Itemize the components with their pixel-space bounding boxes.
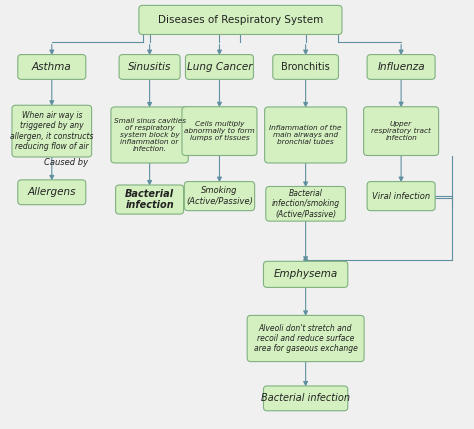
FancyBboxPatch shape	[266, 187, 346, 221]
Text: Bacterial
infection: Bacterial infection	[125, 189, 174, 210]
Text: Viral infection: Viral infection	[372, 192, 430, 201]
Text: When air way is
triggered by any
allergen, it constructs
reducing flow of air: When air way is triggered by any allerge…	[10, 111, 93, 151]
Text: Diseases of Respiratory System: Diseases of Respiratory System	[158, 15, 323, 25]
FancyBboxPatch shape	[18, 180, 86, 205]
Text: Influenza: Influenza	[377, 62, 425, 72]
Text: Alveoli don't stretch and
recoil and reduce surface
area for gaseous exchange: Alveoli don't stretch and recoil and red…	[254, 323, 357, 353]
FancyBboxPatch shape	[111, 107, 188, 163]
FancyBboxPatch shape	[264, 107, 346, 163]
Text: Smoking
(Active/Passive): Smoking (Active/Passive)	[186, 187, 253, 206]
FancyBboxPatch shape	[273, 54, 338, 79]
FancyBboxPatch shape	[364, 107, 438, 155]
Text: Bacterial
infection/smoking
(Active/Passive): Bacterial infection/smoking (Active/Pass…	[272, 189, 340, 219]
FancyBboxPatch shape	[12, 105, 91, 157]
FancyBboxPatch shape	[264, 386, 348, 411]
Text: Upper
respiratory tract
infection: Upper respiratory tract infection	[371, 121, 431, 141]
FancyBboxPatch shape	[184, 181, 255, 211]
Text: Bacterial infection: Bacterial infection	[261, 393, 350, 403]
FancyBboxPatch shape	[264, 261, 348, 287]
FancyBboxPatch shape	[116, 185, 183, 214]
Text: Cells multiply
abnormally to form
lumps of tissues: Cells multiply abnormally to form lumps …	[184, 121, 255, 141]
FancyBboxPatch shape	[367, 181, 435, 211]
FancyBboxPatch shape	[367, 54, 435, 79]
Text: Inflammation of the
main airways and
bronchial tubes: Inflammation of the main airways and bro…	[269, 125, 342, 145]
Text: Allergens: Allergens	[27, 187, 76, 197]
FancyBboxPatch shape	[182, 107, 257, 155]
Text: Caused by: Caused by	[44, 158, 88, 167]
FancyBboxPatch shape	[119, 54, 180, 79]
Text: Bronchitis: Bronchitis	[281, 62, 330, 72]
FancyBboxPatch shape	[139, 6, 342, 34]
Text: Lung Cancer: Lung Cancer	[187, 62, 252, 72]
Text: Sinusitis: Sinusitis	[128, 62, 171, 72]
Text: Asthma: Asthma	[32, 62, 72, 72]
FancyBboxPatch shape	[247, 315, 364, 362]
Text: Emphysema: Emphysema	[273, 269, 338, 279]
FancyBboxPatch shape	[18, 54, 86, 79]
FancyBboxPatch shape	[185, 54, 254, 79]
Text: Small sinus cavities
of respiratory
system block by
inflammation or
infection.: Small sinus cavities of respiratory syst…	[114, 118, 186, 152]
